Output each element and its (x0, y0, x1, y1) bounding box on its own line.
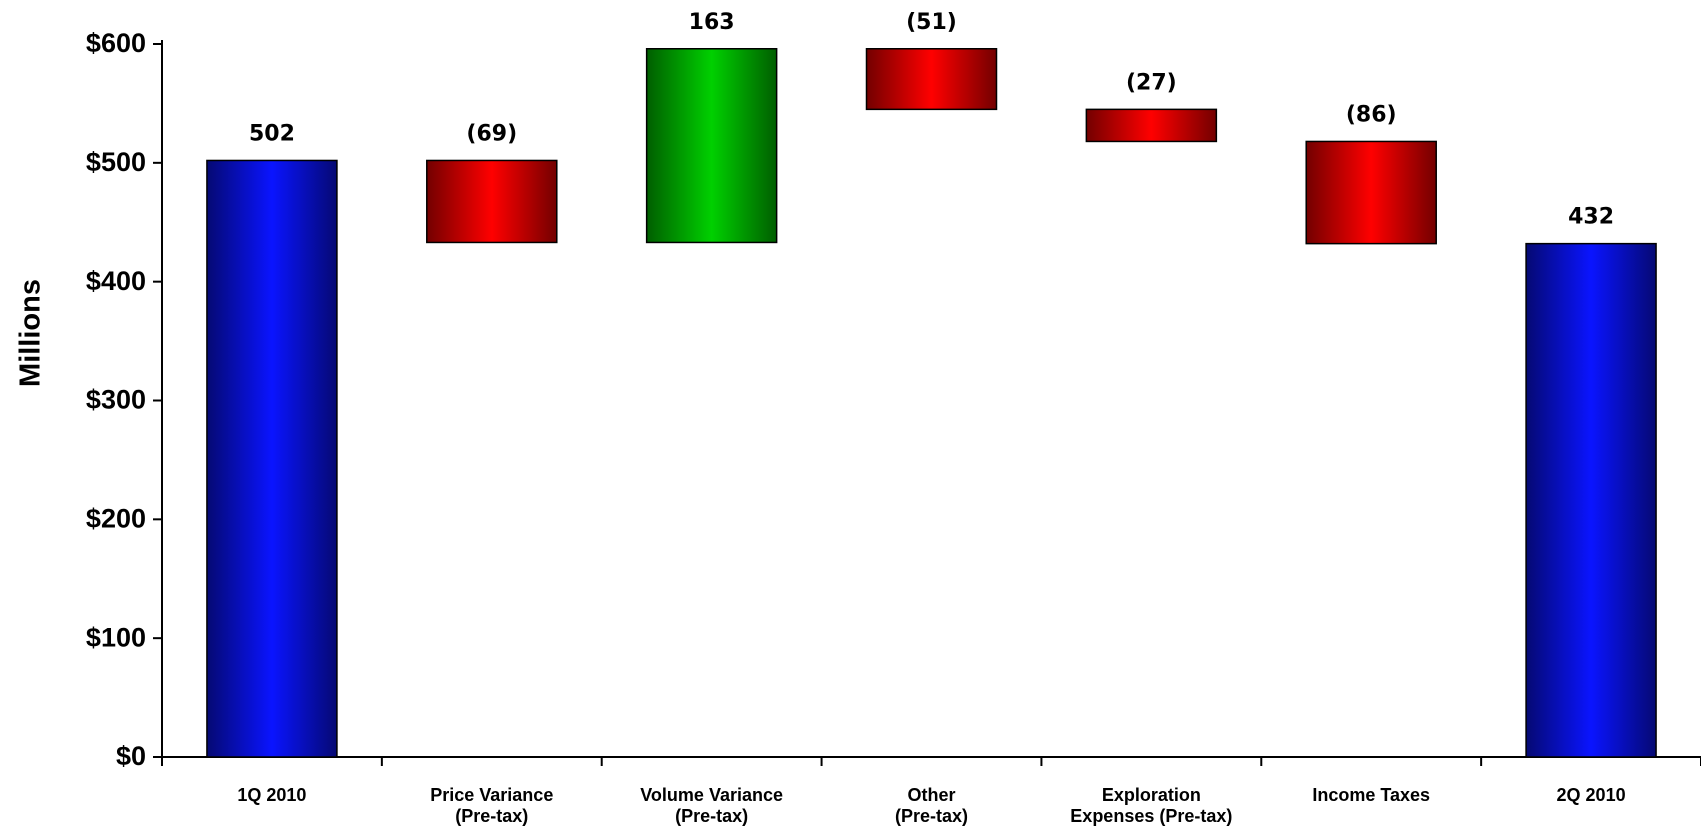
y-tick-label: $100 (86, 622, 146, 652)
bar (865, 48, 998, 111)
y-tick-label: $0 (116, 741, 146, 771)
bar (1525, 242, 1657, 758)
bar (426, 159, 558, 244)
x-tick-label: Volume Variance (Pre-tax) (640, 785, 783, 826)
y-tick-label: $300 (86, 385, 146, 415)
x-tick-label: Income Taxes (1312, 785, 1431, 805)
value-label: (27) (1126, 70, 1177, 95)
value-label: (69) (466, 121, 517, 146)
value-label: 502 (249, 121, 295, 146)
x-tick-label: 2Q 2010 (1556, 785, 1626, 805)
bar (1085, 108, 1218, 143)
x-tick-label: Exploration Expenses (Pre-tax) (1070, 785, 1233, 826)
bar (1305, 140, 1437, 245)
x-tick-label: 1Q 2010 (237, 785, 307, 805)
value-label: (51) (906, 10, 957, 35)
y-axis-label: Millions (15, 279, 47, 387)
bar (645, 48, 778, 244)
y-tick-label: $400 (86, 266, 146, 296)
y-tick-label: $200 (86, 503, 146, 533)
value-label: 163 (689, 10, 735, 35)
y-tick-label: $500 (86, 147, 146, 177)
value-label: 432 (1568, 205, 1614, 230)
x-tick-label: Other (Pre-tax) (894, 785, 969, 826)
y-tick-label: $600 (86, 28, 146, 58)
bar (206, 159, 338, 758)
x-tick-label: Price Variance (Pre-tax) (430, 785, 554, 826)
value-label: (86) (1346, 102, 1397, 127)
